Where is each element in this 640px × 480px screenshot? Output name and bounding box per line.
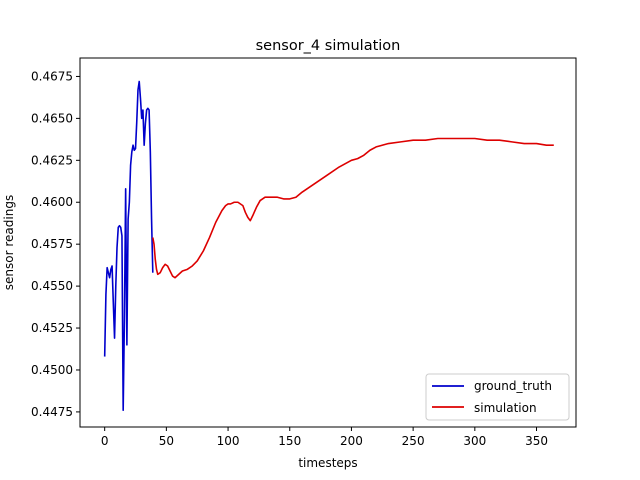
series-line-ground-truth (103, 80, 154, 412)
x-axis-label: timesteps (298, 456, 357, 470)
y-tick-label: 0.4500 (31, 363, 73, 377)
x-tick-label: 300 (463, 434, 486, 448)
y-tick-label: 0.4525 (31, 321, 73, 335)
plot-layer (103, 80, 554, 412)
y-tick-label: 0.4575 (31, 237, 73, 251)
legend-label-simulation: simulation (474, 401, 537, 415)
x-tick-label: 100 (217, 434, 240, 448)
y-tick-label: 0.4600 (31, 195, 73, 209)
x-axis: 0 50 100 150 200 250 300 350 (101, 427, 548, 448)
x-tick-label: 250 (402, 434, 425, 448)
legend: ground_truth simulation (425, 373, 570, 421)
x-tick-label: 0 (101, 434, 109, 448)
x-tick-label: 200 (340, 434, 363, 448)
y-tick-label: 0.4475 (31, 405, 73, 419)
y-tick-label: 0.4675 (31, 69, 73, 83)
y-axis: 0.4475 0.4500 0.4525 0.4550 0.4575 0.4600 0.46… (31, 69, 80, 419)
chart-title: sensor_4 simulation (256, 38, 401, 54)
y-tick-label: 0.4650 (31, 111, 73, 125)
y-tick-label: 0.4625 (31, 153, 73, 167)
series-line-simulation (152, 137, 554, 279)
x-tick-label: 150 (278, 434, 301, 448)
y-tick-label: 0.4550 (31, 279, 73, 293)
legend-label-ground-truth: ground_truth (474, 379, 552, 393)
x-tick-label: 50 (159, 434, 174, 448)
x-tick-label: 350 (525, 434, 548, 448)
plot-frame (79, 57, 577, 428)
y-axis-label: sensor readings (2, 195, 16, 290)
